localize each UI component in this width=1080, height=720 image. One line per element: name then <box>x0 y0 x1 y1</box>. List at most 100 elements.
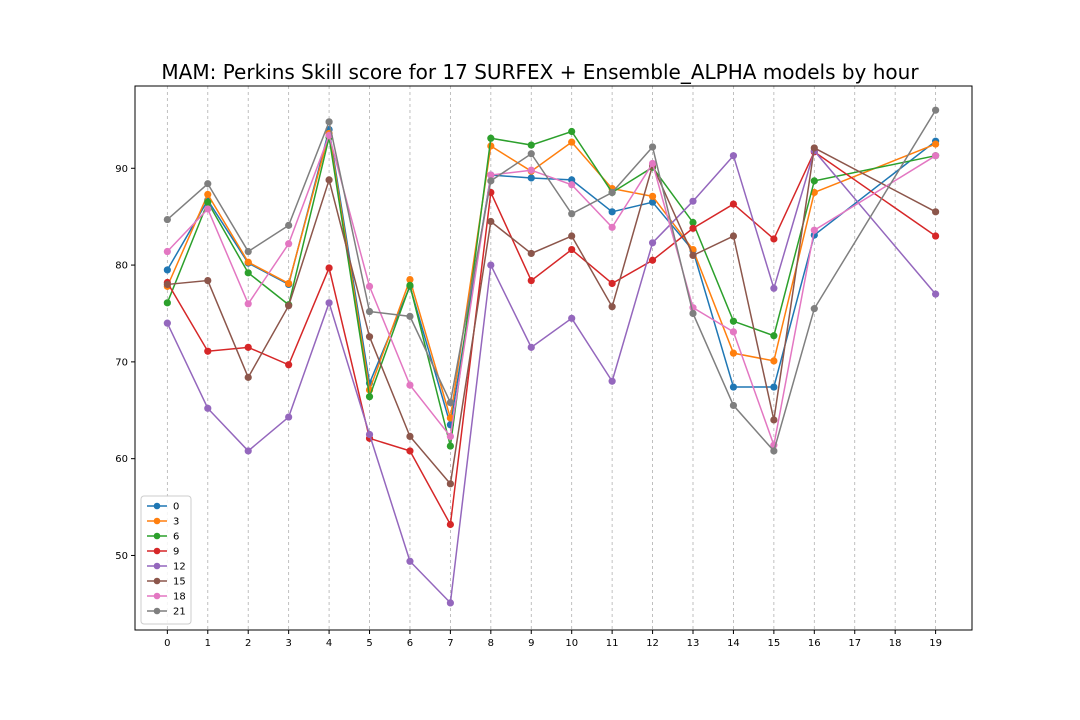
data-point <box>285 302 293 310</box>
legend-label: 21 <box>173 607 186 618</box>
data-point <box>729 383 738 391</box>
legend-marker <box>153 502 161 510</box>
data-point <box>204 205 212 213</box>
data-point <box>446 599 454 607</box>
x-tick-label: 1 <box>205 638 211 649</box>
data-point <box>729 349 738 357</box>
data-point <box>325 118 333 126</box>
series-line <box>166 130 936 447</box>
data-point <box>810 144 818 152</box>
x-tick-label: 5 <box>366 638 372 649</box>
data-point <box>932 106 940 114</box>
x-tick-label: 6 <box>407 638 413 649</box>
data-point <box>487 217 495 226</box>
data-point <box>648 159 657 168</box>
data-point <box>527 166 535 174</box>
series-line <box>167 146 936 486</box>
x-tick-label: 11 <box>606 638 619 649</box>
series-line <box>166 150 937 527</box>
legend-item-21: 21 <box>147 607 186 618</box>
data-point <box>527 141 535 149</box>
x-tick-label: 14 <box>727 638 740 649</box>
data-point <box>648 239 657 247</box>
data-point <box>325 264 333 272</box>
data-point <box>689 224 697 232</box>
x-tick-label: 9 <box>528 638 534 649</box>
data-point <box>244 258 252 266</box>
legend-marker <box>153 517 161 525</box>
grid-lines <box>166 86 937 630</box>
legend-item-12: 12 <box>147 562 186 573</box>
series-6 <box>163 127 940 450</box>
data-point <box>406 275 414 284</box>
legend-marker <box>153 532 161 540</box>
x-tick-label: 7 <box>447 638 453 649</box>
data-point <box>810 177 818 185</box>
x-tick-label: 12 <box>646 638 659 649</box>
data-point <box>770 284 778 292</box>
data-point <box>446 414 454 422</box>
series-line <box>166 109 937 453</box>
data-point <box>244 300 252 308</box>
series-12 <box>163 147 940 607</box>
data-point <box>608 208 616 216</box>
data-point <box>810 305 818 313</box>
data-point <box>729 232 738 240</box>
data-point <box>729 317 738 325</box>
data-point <box>325 176 333 184</box>
data-point <box>406 281 414 290</box>
series-9 <box>163 148 940 529</box>
data-point <box>689 251 697 259</box>
data-point <box>810 226 818 234</box>
data-point <box>648 256 657 264</box>
legend-label: 0 <box>173 502 179 513</box>
data-point <box>365 307 374 316</box>
data-point <box>770 416 778 424</box>
series-line <box>166 149 937 605</box>
data-point <box>729 152 738 160</box>
series-line <box>166 133 936 419</box>
data-point <box>527 343 535 351</box>
data-point <box>770 383 778 391</box>
data-point <box>689 197 697 205</box>
data-point <box>568 138 576 146</box>
data-point <box>163 247 171 256</box>
x-tick-label: 4 <box>326 638 332 649</box>
data-point <box>406 312 414 320</box>
data-point <box>608 188 616 197</box>
y-tick-label: 70 <box>115 357 128 368</box>
y-tick-label: 80 <box>115 261 128 272</box>
x-tick-label: 0 <box>164 638 170 649</box>
legend-marker <box>153 547 161 555</box>
data-point <box>163 280 171 289</box>
data-point <box>406 557 414 565</box>
series-15 <box>163 144 940 488</box>
legend-item-3: 3 <box>147 517 179 528</box>
legend-marker <box>153 577 161 585</box>
data-point <box>729 401 738 410</box>
data-point <box>204 404 212 412</box>
legend-item-9: 9 <box>147 547 179 558</box>
x-tick-label: 15 <box>768 638 781 649</box>
data-point <box>689 218 697 227</box>
data-point <box>932 152 940 160</box>
x-tick-label: 16 <box>808 638 821 649</box>
data-point <box>204 198 212 206</box>
data-point <box>608 279 616 288</box>
data-point <box>163 319 171 327</box>
series-0 <box>163 125 940 429</box>
legend-item-18: 18 <box>147 592 186 603</box>
data-point <box>365 430 374 439</box>
data-point <box>204 190 212 199</box>
data-point <box>648 192 657 200</box>
data-point <box>770 447 778 455</box>
plot-frame <box>134 85 973 631</box>
data-point <box>608 223 616 231</box>
data-point <box>770 332 778 340</box>
x-tick-label: 10 <box>565 638 578 649</box>
data-point <box>365 333 374 341</box>
legend-item-15: 15 <box>147 577 186 588</box>
x-tick-label: 8 <box>488 638 494 649</box>
